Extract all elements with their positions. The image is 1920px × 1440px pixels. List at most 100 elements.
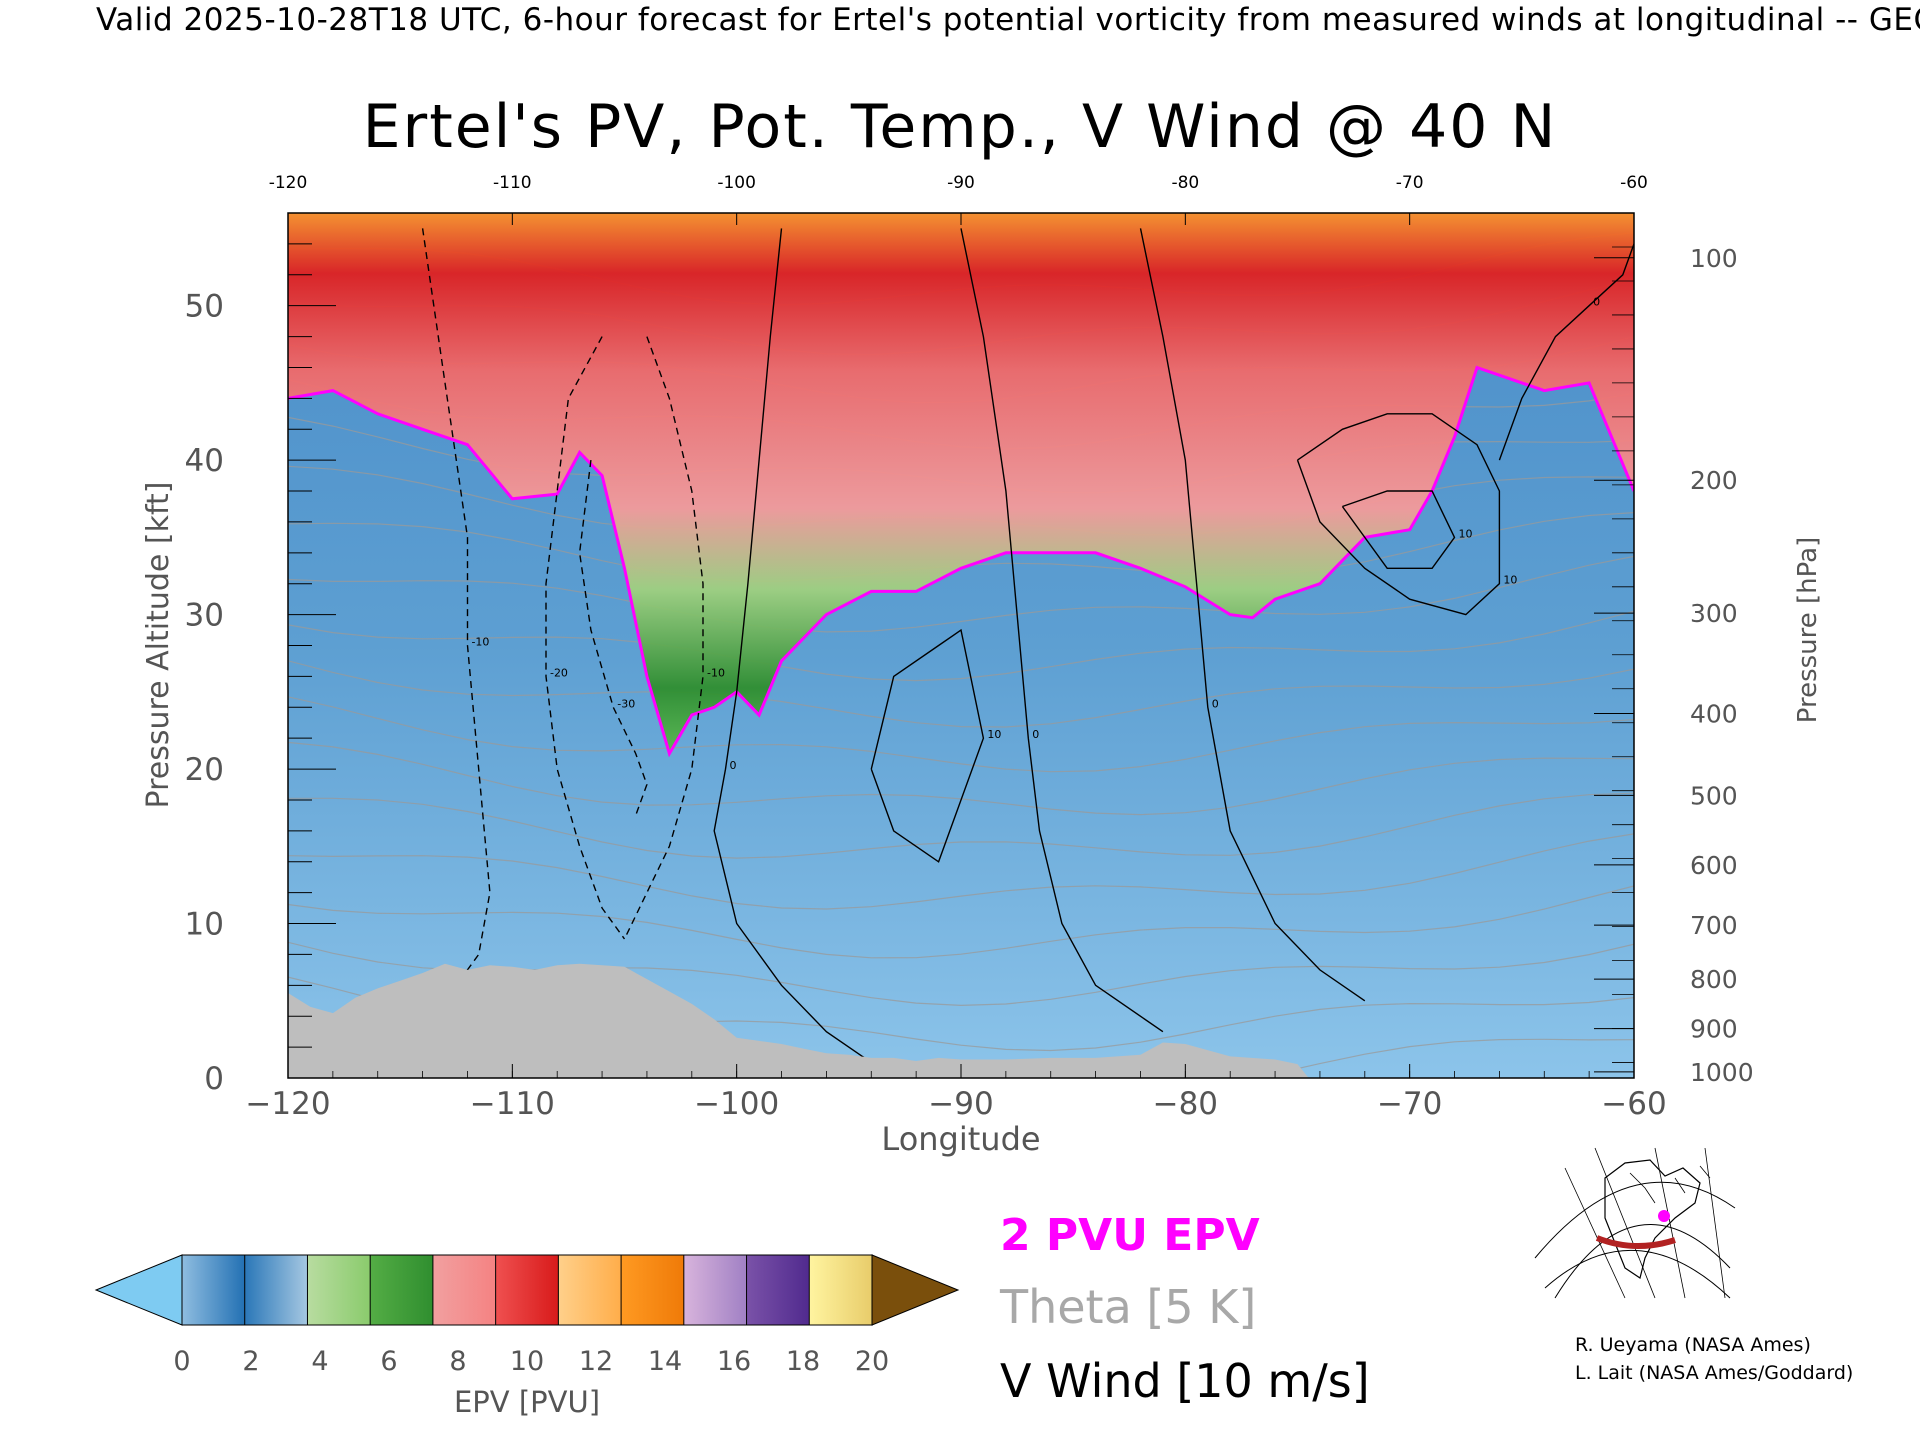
v-wind-contour [1498, 243, 1634, 461]
tropopause-2pvu-contour [288, 365, 1634, 758]
pressure-tick-label: 900 [1690, 1015, 1738, 1044]
top-tick-label: -60 [1620, 173, 1648, 193]
v-wind-contour [545, 336, 626, 940]
v-wind-contour-label: -10 [707, 666, 725, 679]
top-tick-label: -70 [1396, 173, 1424, 193]
colorbar-tick-label: 12 [579, 1346, 613, 1377]
v-wind-contour-label: -10 [471, 636, 489, 649]
pressure-tick-label: 700 [1690, 911, 1738, 940]
epv-colorbar: 0 2 4 6 8 10 12 14 16 18 20 [94, 1254, 960, 1377]
y-axis-label: Pressure Altitude [kft] [141, 482, 176, 809]
colorbar-bin [746, 1254, 811, 1326]
credit-line-1: R. Ueyama (NASA Ames) [1575, 1334, 1811, 1356]
top-caption: Valid 2025-10-28T18 UTC, 6-hour forecast… [96, 2, 1920, 38]
pressure-tick-label: 400 [1690, 699, 1738, 728]
location-inset-map [1534, 1147, 1736, 1299]
v-wind-contour-label: 10 [987, 728, 1001, 741]
pressure-tick-label: 800 [1690, 965, 1738, 994]
x-tick-label: −70 [1377, 1086, 1442, 1122]
v-wind-contour-label: 0 [1212, 697, 1219, 710]
pressure-tick-label: 200 [1690, 466, 1738, 495]
v-wind-contour [870, 628, 985, 863]
v-wind-contour [713, 228, 872, 1064]
colorbar-tick-label: 4 [311, 1346, 328, 1377]
top-tick-label: -120 [269, 173, 308, 193]
v-wind-contour-label: -20 [550, 666, 568, 679]
colorbar-tick-label: 20 [855, 1346, 889, 1377]
colorbar-tick-label: 6 [380, 1346, 397, 1377]
v-wind-contour [960, 228, 1164, 1033]
v-wind-contour [1139, 228, 1366, 1002]
colorbar-bin [244, 1254, 309, 1326]
colorbar-bin [557, 1254, 623, 1326]
x-tick-label: −100 [694, 1086, 779, 1122]
x-tick-label: −110 [470, 1086, 555, 1122]
legend-theta: Theta [5 K] [1000, 1280, 1257, 1334]
colorbar-tick-label: 16 [717, 1346, 751, 1377]
y-tick-label: 20 [185, 752, 224, 788]
top-tick-label: -110 [493, 173, 532, 193]
v-wind-contour [623, 336, 704, 940]
legend-2pvu-epv: 2 PVU EPV [1000, 1210, 1260, 1261]
colorbar-tick-label: 14 [648, 1346, 682, 1377]
pressure-tick-label: 500 [1690, 781, 1738, 810]
colorbar-label: EPV [PVU] [454, 1385, 600, 1419]
colorbar-bin [495, 1254, 560, 1326]
colorbar-tick-label: 18 [786, 1346, 820, 1377]
colorbar-over-arrow [871, 1254, 960, 1326]
colorbar-bin [369, 1254, 434, 1326]
colorbar-tick-label: 0 [173, 1346, 190, 1377]
v-wind-contour-label: 10 [1503, 574, 1517, 587]
v-wind-contour [578, 460, 648, 816]
pressure-tick-label: 1000 [1690, 1058, 1754, 1087]
theta-isentrope [288, 792, 1634, 859]
y-tick-label: 50 [185, 289, 224, 325]
v-wind-contour-label: 10 [1459, 527, 1473, 540]
colorbar-tick-label: 2 [242, 1346, 259, 1377]
top-tick-label: -100 [717, 173, 756, 193]
colorbar-tick-label: 10 [510, 1346, 544, 1377]
theta-isentrope [288, 660, 1634, 728]
legend-v-wind: V Wind [10 m/s] [1000, 1354, 1370, 1408]
colorbar-bin [620, 1254, 685, 1326]
v-wind-contour [1296, 413, 1501, 616]
v-wind-contour-label: 0 [729, 759, 736, 772]
chart-title: Ertel's PV, Pot. Temp., V Wind @ 40 N [362, 92, 1558, 162]
top-tick-label: -80 [1171, 173, 1199, 193]
v-wind-contour-label: -30 [617, 697, 635, 710]
v-wind-contour [1341, 490, 1456, 569]
credit-line-2: L. Lait (NASA Ames/Goddard) [1575, 1362, 1854, 1384]
theta-isentrope [288, 610, 1634, 682]
colorbar-bin [306, 1254, 372, 1326]
theta-isentrope [288, 696, 1634, 773]
v-wind-contour-label: 0 [1032, 728, 1039, 741]
colorbar-under-arrow [94, 1254, 183, 1326]
theta-isentrope [288, 833, 1634, 910]
colorbar-bin [181, 1254, 246, 1326]
y2-axis-label: Pressure [hPa] [1793, 537, 1823, 724]
theta-isentrope [288, 885, 1634, 959]
y-tick-label: 0 [204, 1061, 224, 1097]
pressure-tick-label: 600 [1690, 851, 1738, 880]
colorbar-bin [683, 1254, 748, 1326]
x-tick-label: −80 [1153, 1086, 1218, 1122]
x-axis-label: Longitude [881, 1120, 1040, 1158]
top-tick-label: -90 [947, 173, 975, 193]
colorbar-bin [432, 1254, 497, 1326]
y-tick-label: 30 [185, 598, 224, 634]
v-wind-contour [421, 228, 491, 1002]
v-wind-contour-label: 0 [1593, 296, 1600, 309]
x-tick-label: −90 [928, 1086, 993, 1122]
colorbar-bin [808, 1254, 873, 1326]
x-tick-label: −60 [1601, 1086, 1666, 1122]
stratosphere-pv-fill [288, 213, 1634, 754]
colorbar-tick-label: 8 [449, 1346, 466, 1377]
theta-isentrope [288, 555, 1634, 633]
pressure-tick-label: 100 [1690, 244, 1738, 273]
terrain-mask [288, 963, 1309, 1078]
y-tick-label: 40 [185, 443, 224, 479]
pressure-tick-label: 300 [1690, 599, 1738, 628]
x-tick-label: −120 [245, 1086, 330, 1122]
y-tick-label: 10 [185, 907, 224, 943]
